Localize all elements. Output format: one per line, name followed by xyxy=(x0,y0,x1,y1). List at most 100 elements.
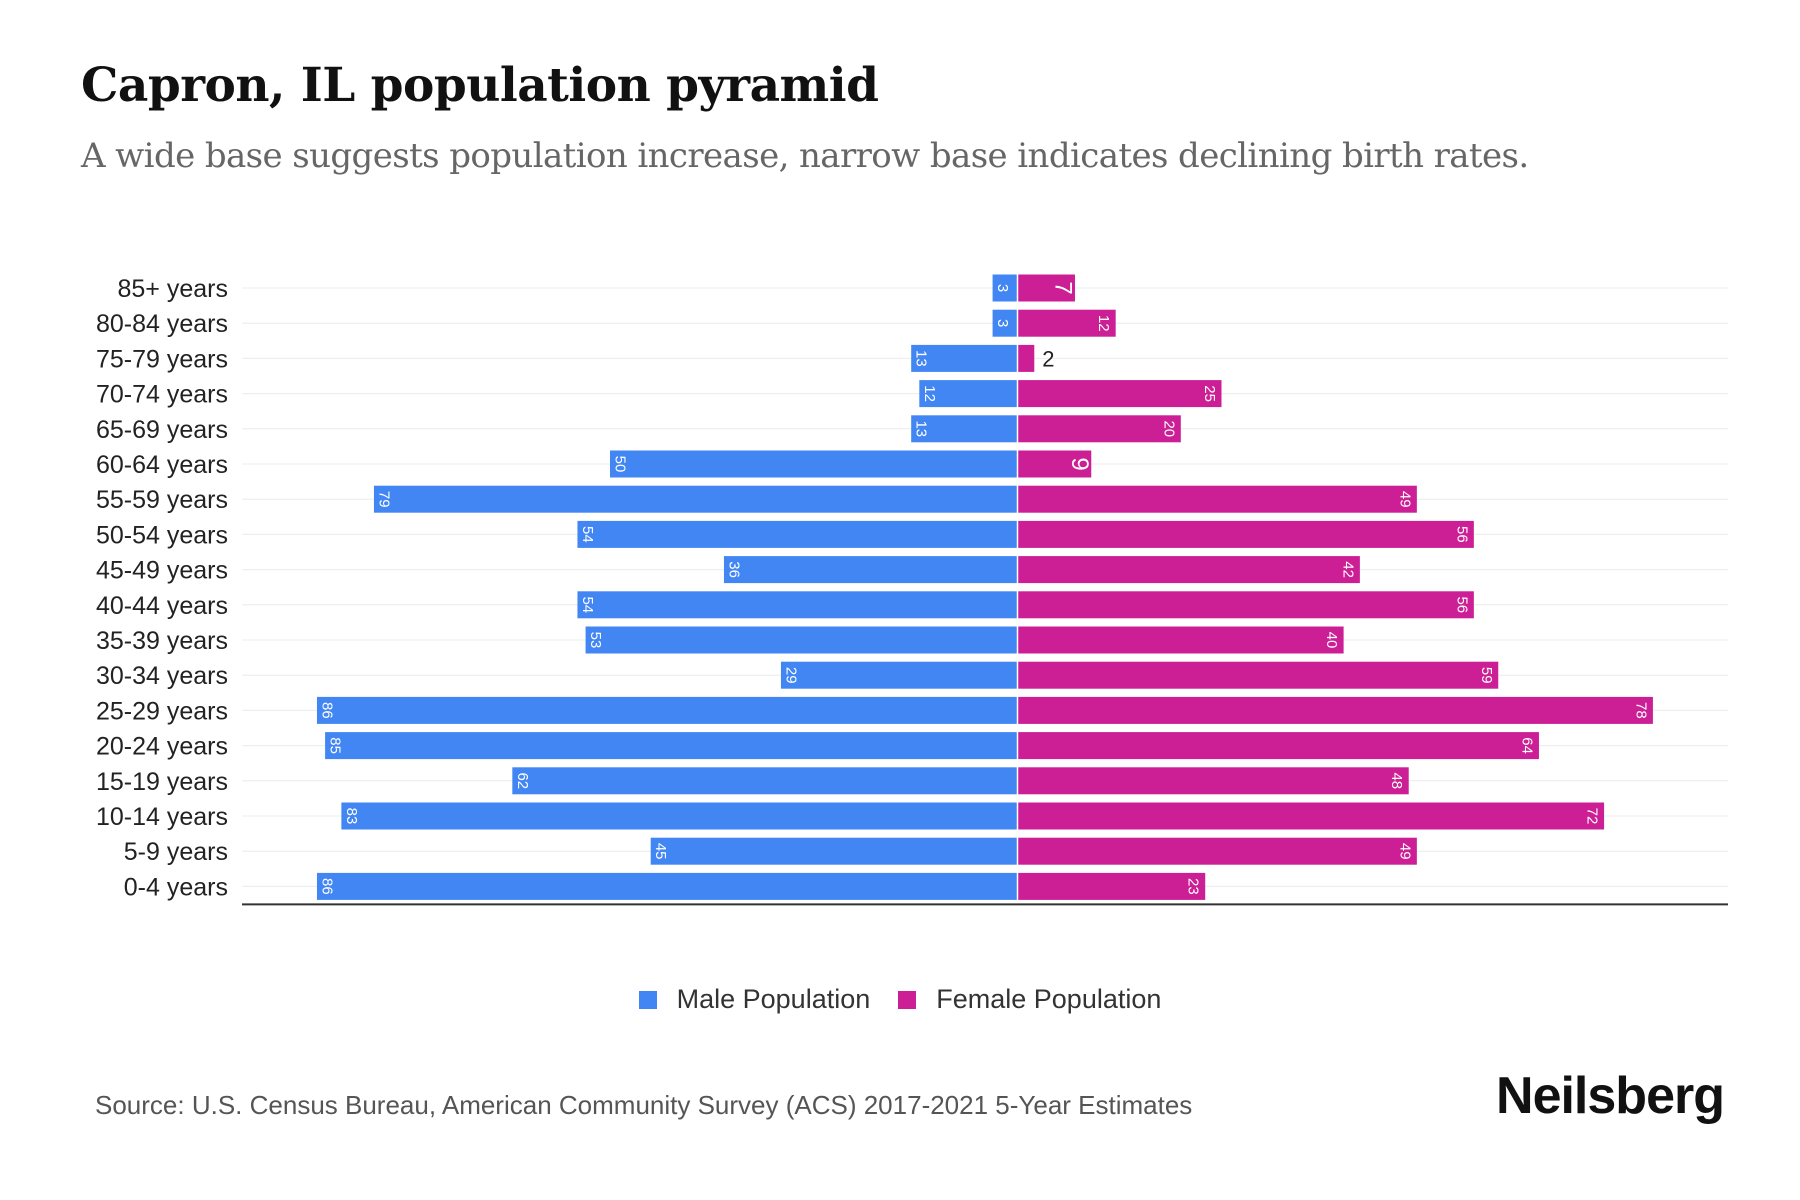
legend-label-male: Male Population xyxy=(676,984,871,1014)
bar-male[interactable] xyxy=(577,520,1017,548)
bar-female[interactable] xyxy=(1018,520,1474,548)
bar-male[interactable] xyxy=(911,415,1017,443)
bar-label-female: 48 xyxy=(1388,772,1405,789)
legend-swatch-female xyxy=(898,990,917,1009)
bar-male[interactable] xyxy=(316,872,1018,900)
bar-label-female: 72 xyxy=(1584,808,1601,825)
bar-label-male: 12 xyxy=(921,385,938,402)
bar-label-female: 56 xyxy=(1453,526,1470,543)
bar-male[interactable] xyxy=(585,626,1017,654)
bar-female[interactable] xyxy=(1018,556,1360,584)
bar-female[interactable] xyxy=(1018,767,1409,795)
bar-label-male: 83 xyxy=(343,808,360,825)
bar-label-male: 86 xyxy=(318,702,335,719)
bar-male[interactable] xyxy=(512,767,1017,795)
bar-label-female: 20 xyxy=(1160,420,1177,437)
category-label: 25-29 years xyxy=(96,697,228,725)
bar-female[interactable] xyxy=(1018,344,1035,372)
category-label: 60-64 years xyxy=(96,451,228,479)
legend-item-male[interactable]: Male Population xyxy=(638,984,871,1015)
bar-label-male: 50 xyxy=(612,456,629,473)
bar-label-female: 49 xyxy=(1396,843,1413,860)
bar-label-female: 42 xyxy=(1339,561,1356,578)
bar-label-male: 3 xyxy=(994,284,1011,292)
bar-label-female: 25 xyxy=(1201,385,1218,402)
bar-male[interactable] xyxy=(577,591,1017,619)
bar-male[interactable] xyxy=(341,802,1017,830)
bar-label-male: 54 xyxy=(579,526,596,543)
category-label: 70-74 years xyxy=(96,381,228,409)
bar-male[interactable] xyxy=(992,309,1017,337)
bar-female[interactable] xyxy=(1018,274,1075,302)
bar-female[interactable] xyxy=(1018,591,1474,619)
bar-female[interactable] xyxy=(1018,872,1206,900)
bar-female[interactable] xyxy=(1018,380,1222,408)
category-label: 15-19 years xyxy=(96,768,228,796)
category-label: 65-69 years xyxy=(96,416,228,444)
bar-label-female: 7 xyxy=(1049,281,1076,294)
bar-female[interactable] xyxy=(1018,837,1417,865)
bar-label-male: 85 xyxy=(327,737,344,754)
bar-label-female: 78 xyxy=(1632,702,1649,719)
category-label: 20-24 years xyxy=(96,733,228,761)
category-label: 50-54 years xyxy=(96,521,228,549)
category-label: 0-4 years xyxy=(124,873,228,901)
bar-male[interactable] xyxy=(919,380,1017,408)
bar-female[interactable] xyxy=(1018,802,1605,830)
bar-female[interactable] xyxy=(1018,415,1181,443)
bar-label-female: 56 xyxy=(1453,596,1470,613)
category-label: 80-84 years xyxy=(96,310,228,338)
bar-label-male: 53 xyxy=(587,632,604,649)
bar-female[interactable] xyxy=(1018,450,1092,478)
bar-male[interactable] xyxy=(325,732,1018,760)
bar-label-female: 23 xyxy=(1185,878,1202,895)
bar-label-male: 13 xyxy=(913,420,930,437)
category-label: 35-39 years xyxy=(96,627,228,655)
bar-label-female: 40 xyxy=(1323,632,1340,649)
legend-item-female[interactable]: Female Population xyxy=(898,984,1161,1015)
bar-label-male: 36 xyxy=(725,561,742,578)
bar-label-female: 49 xyxy=(1396,491,1413,508)
legend: Male Population Female Population xyxy=(0,984,1800,1015)
chart-title: Capron, IL population pyramid xyxy=(81,58,879,113)
category-label: 30-34 years xyxy=(96,662,228,690)
bar-male[interactable] xyxy=(780,661,1017,689)
bar-label-male: 54 xyxy=(579,596,596,613)
bar-female[interactable] xyxy=(1018,696,1653,724)
bar-label-female: 64 xyxy=(1518,737,1535,754)
category-label: 10-14 years xyxy=(96,803,228,831)
bar-label-male: 86 xyxy=(318,878,335,895)
bar-male[interactable] xyxy=(992,274,1017,302)
source-note: Source: U.S. Census Bureau, American Com… xyxy=(95,1090,1193,1120)
bar-label-female: 12 xyxy=(1095,315,1112,332)
bar-female[interactable] xyxy=(1018,626,1344,654)
bar-label-male: 62 xyxy=(514,772,531,789)
bar-label-male: 45 xyxy=(652,843,669,860)
bar-female[interactable] xyxy=(1018,732,1539,760)
bar-male[interactable] xyxy=(911,344,1017,372)
legend-label-female: Female Population xyxy=(936,984,1162,1014)
bar-female[interactable] xyxy=(1018,485,1417,513)
bar-male[interactable] xyxy=(610,450,1017,478)
bar-female[interactable] xyxy=(1018,309,1116,337)
bar-label-female: 2 xyxy=(1042,346,1054,371)
category-label: 85+ years xyxy=(118,275,229,303)
legend-swatch-male xyxy=(638,990,657,1009)
bar-label-female: 9 xyxy=(1066,457,1093,470)
bar-male[interactable] xyxy=(650,837,1017,865)
category-label: 75-79 years xyxy=(96,345,228,373)
bar-male[interactable] xyxy=(723,556,1017,584)
category-label: 40-44 years xyxy=(96,592,228,620)
bar-label-male: 3 xyxy=(994,319,1011,327)
category-label: 55-59 years xyxy=(96,486,228,514)
population-pyramid-chart: 85+ years 3 7 80-84 years 3 12 75-79 years 13 2 7… xyxy=(96,274,1728,906)
bar-label-male: 13 xyxy=(913,350,930,367)
category-label: 45-49 years xyxy=(96,557,228,585)
brand-logo: Neilsberg xyxy=(1496,1067,1725,1125)
bar-male[interactable] xyxy=(316,696,1018,724)
bar-male[interactable] xyxy=(373,485,1017,513)
bar-label-female: 59 xyxy=(1478,667,1495,684)
bar-label-male: 29 xyxy=(782,667,799,684)
bar-female[interactable] xyxy=(1018,661,1499,689)
chart-subtitle: A wide base suggests population increase… xyxy=(81,136,1529,176)
